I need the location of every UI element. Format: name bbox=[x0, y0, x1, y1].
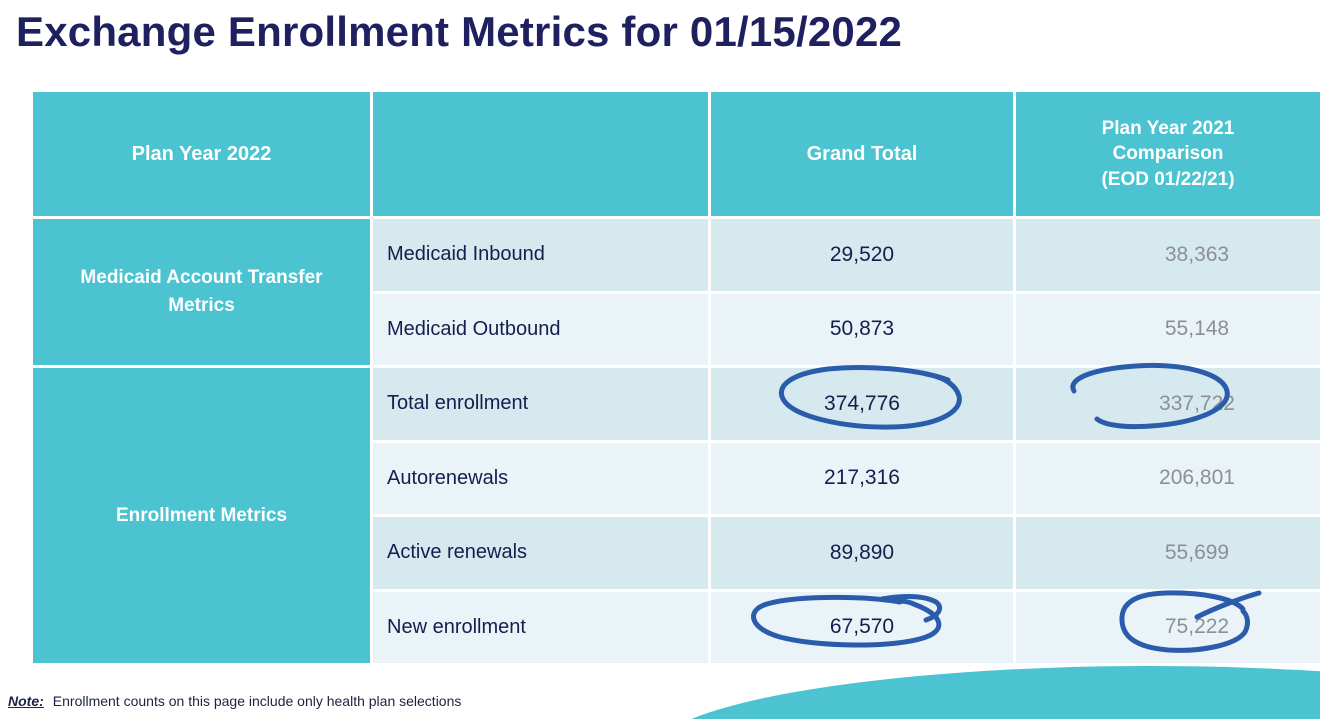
footnote-text: Enrollment counts on this page include o… bbox=[52, 693, 462, 709]
value-active-renewals-grand-total: 89,890 bbox=[711, 517, 1013, 589]
value-medicaid-inbound-grand-total: 29,520 bbox=[711, 219, 1013, 291]
header-grand-total: Grand Total bbox=[711, 92, 1013, 216]
header-plan-year-2022: Plan Year 2022 bbox=[33, 92, 370, 216]
value-autorenewals-grand-total: 217,316 bbox=[711, 442, 1013, 514]
footnote-label: Note: bbox=[8, 693, 44, 709]
footnote: Note: Enrollment counts on this page incl… bbox=[8, 693, 461, 709]
header-plan-year-2021-comparison: Plan Year 2021 Comparison (EOD 01/22/21) bbox=[1016, 92, 1320, 216]
row-label-active-renewals: Active renewals bbox=[373, 517, 708, 589]
group-enrollment-metrics: Enrollment Metrics bbox=[33, 368, 370, 663]
value-total-enrollment-comparison: 337,722 bbox=[1016, 368, 1320, 440]
value-medicaid-inbound-comparison: 38,363 bbox=[1016, 219, 1320, 291]
enrollment-metrics-table: Plan Year 2022 Grand Total Plan Year 202… bbox=[33, 92, 1320, 663]
value-new-enrollment-comparison: 75,222 bbox=[1016, 591, 1320, 663]
value-autorenewals-comparison: 206,801 bbox=[1016, 442, 1320, 514]
value-active-renewals-comparison: 55,699 bbox=[1016, 517, 1320, 589]
value-new-enrollment-grand-total: 67,570 bbox=[711, 591, 1013, 663]
row-label-autorenewals: Autorenewals bbox=[373, 442, 708, 514]
row-label-medicaid-outbound: Medicaid Outbound bbox=[373, 293, 708, 365]
header-empty bbox=[373, 92, 708, 216]
row-label-new-enrollment: New enrollment bbox=[373, 591, 708, 663]
value-medicaid-outbound-grand-total: 50,873 bbox=[711, 293, 1013, 365]
row-label-medicaid-inbound: Medicaid Inbound bbox=[373, 219, 708, 291]
value-medicaid-outbound-comparison: 55,148 bbox=[1016, 293, 1320, 365]
value-total-enrollment-grand-total: 374,776 bbox=[711, 368, 1013, 440]
page-title: Exchange Enrollment Metrics for 01/15/20… bbox=[16, 8, 903, 55]
row-label-total-enrollment: Total enrollment bbox=[373, 368, 708, 440]
teal-wave-decoration bbox=[650, 666, 1320, 719]
group-medicaid-account-transfer-metrics: Medicaid Account Transfer Metrics bbox=[33, 219, 370, 365]
